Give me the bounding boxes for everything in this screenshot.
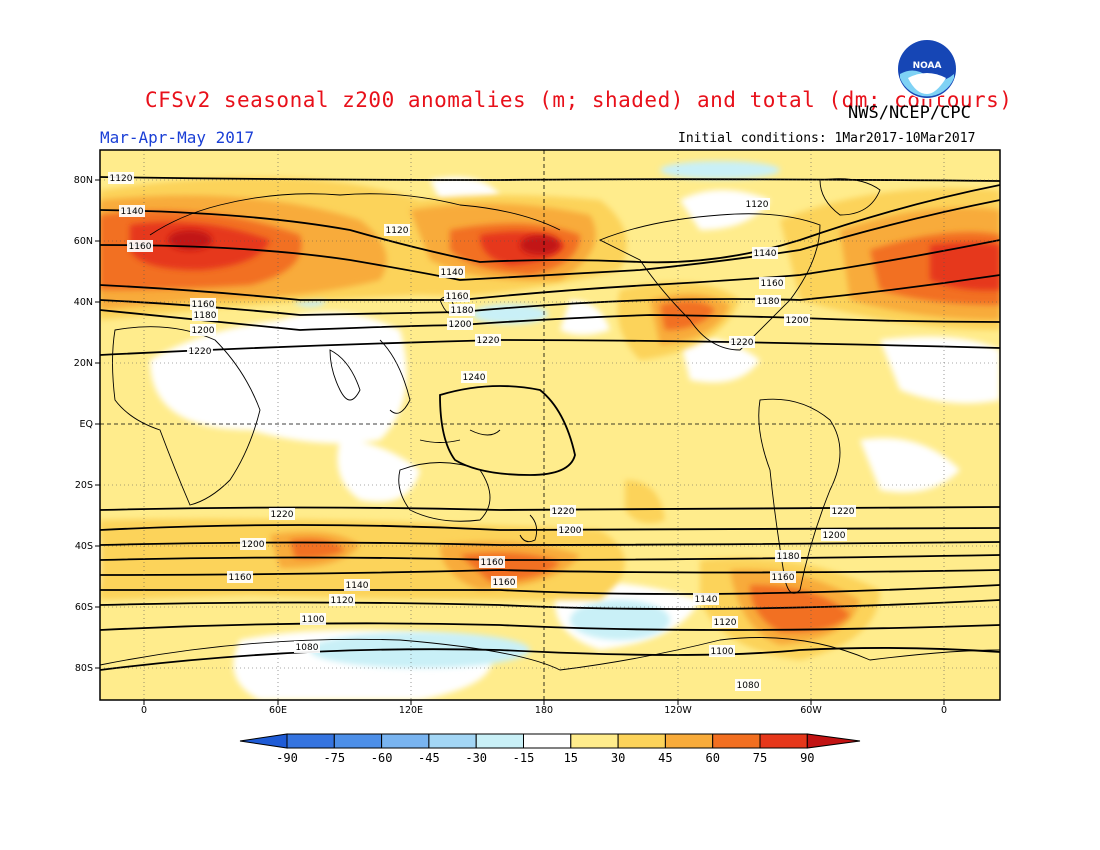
longitude-labels: 0 60E 120E 180 120W 60W 0	[141, 700, 947, 716]
colorbar-label: -75	[323, 751, 345, 765]
lat-label: 20S	[75, 480, 93, 491]
contour-label: 1220	[552, 507, 575, 517]
colorbar-label: 90	[800, 751, 814, 765]
contour-label: 1180	[451, 306, 474, 316]
lat-label: 80N	[74, 175, 93, 186]
colorbar-label: -45	[418, 751, 440, 765]
contour-label: 1120	[714, 618, 737, 628]
map-title: CFSv2 seasonal z200 anomalies (m; shaded…	[145, 88, 1013, 112]
contour-label: 1140	[121, 207, 144, 217]
contour-label: 1180	[194, 311, 217, 321]
colorbar-swatch	[712, 733, 761, 749]
lon-label: 180	[535, 705, 553, 716]
lat-label: EQ	[80, 419, 93, 430]
contour-label: 1100	[711, 647, 734, 657]
colorbar-label: -15	[513, 751, 535, 765]
colorbar-swatch	[286, 733, 335, 749]
contour-label: 1200	[786, 316, 809, 326]
contour-label: 1160	[481, 558, 504, 568]
contour-label: 1160	[493, 578, 516, 588]
colorbar-label: 30	[611, 751, 625, 765]
contour-label: 1160	[229, 573, 252, 583]
coastlines	[100, 178, 1000, 671]
map-frame	[99, 149, 1001, 701]
colorbar-label: -60	[371, 751, 393, 765]
organization-label: NWS/NCEP/CPC	[848, 103, 971, 123]
lat-label: 40N	[74, 297, 93, 308]
contour-label: 1220	[731, 338, 754, 348]
lon-label: 0	[941, 705, 947, 716]
svg-text:NOAA: NOAA	[913, 61, 942, 71]
contour-label: 1220	[832, 507, 855, 517]
lat-label: 80S	[75, 663, 93, 674]
colorbar-swatch	[570, 733, 619, 749]
forecast-period: Mar-Apr-May 2017	[100, 128, 255, 147]
colorbar: -90 -75 -60 -45 -30 -15 15 30 45 60 75 90	[239, 733, 861, 765]
contour-label: 1160	[446, 292, 469, 302]
colorbar-label: 75	[753, 751, 767, 765]
lon-label: 120W	[664, 705, 692, 716]
contour-label: 1160	[129, 242, 152, 252]
contour-label: 1120	[331, 596, 354, 606]
colorbar-high-arrow	[806, 733, 861, 749]
contour-label: 1220	[477, 336, 500, 346]
contour-label: 1200	[559, 526, 582, 536]
noaa-logo-icon: NOAA	[897, 39, 957, 99]
colorbar-swatch	[428, 733, 477, 749]
lat-label: 20N	[74, 358, 93, 369]
lon-label: 120E	[399, 705, 423, 716]
colorbar-label: -30	[465, 751, 487, 765]
colorbar-label: 45	[658, 751, 672, 765]
contour-labels: 1120114011601160118012001220112011401160…	[108, 172, 856, 691]
contour-label: 1160	[772, 573, 795, 583]
contour-label: 1160	[192, 300, 215, 310]
colorbar-swatch	[617, 733, 666, 749]
colorbar-low-arrow	[239, 733, 288, 749]
lon-label: 60W	[800, 705, 822, 716]
lat-label: 40S	[75, 541, 93, 552]
contour-label: 1200	[823, 531, 846, 541]
contour-label: 1080	[737, 681, 760, 691]
contour-label: 1180	[777, 552, 800, 562]
initial-conditions: Initial conditions: 1Mar2017-10Mar2017	[678, 131, 976, 146]
contour-label: 1120	[386, 226, 409, 236]
contour-label: 1080	[296, 643, 319, 653]
lon-label: 0	[141, 705, 147, 716]
contour-label: 1220	[271, 510, 294, 520]
contour-label: 1140	[695, 595, 718, 605]
colorbar-swatch	[333, 733, 383, 749]
latitude-labels: 80N 60N 40N 20N EQ 20S 40S 60S 80S	[74, 175, 100, 674]
contour-label: 1120	[110, 174, 133, 184]
contour-label: 1220	[189, 347, 212, 357]
contour-label: 1200	[192, 326, 215, 336]
lon-label: 60E	[269, 705, 287, 716]
colorbar-label: 60	[705, 751, 719, 765]
lat-label: 60S	[75, 602, 93, 613]
colorbar-swatch	[381, 733, 430, 749]
colorbar-swatch	[664, 733, 714, 749]
contour-label: 1100	[302, 615, 325, 625]
contour-label: 1140	[441, 268, 464, 278]
contour-label: 1200	[449, 320, 472, 330]
lat-label: 60N	[74, 236, 93, 247]
contour-label: 1120	[746, 200, 769, 210]
colorbar-swatch	[523, 733, 572, 749]
contour-label: 1180	[757, 297, 780, 307]
contour-label: 1200	[242, 540, 265, 550]
contour-label: 1140	[754, 249, 777, 259]
colorbar-swatch	[759, 733, 808, 749]
contour-label: 1160	[761, 279, 784, 289]
contour-label: 1140	[346, 581, 369, 591]
colorbar-label: 15	[564, 751, 578, 765]
contour-label: 1240	[463, 373, 486, 383]
colorbar-swatch	[475, 733, 525, 749]
colorbar-label: -90	[276, 751, 298, 765]
